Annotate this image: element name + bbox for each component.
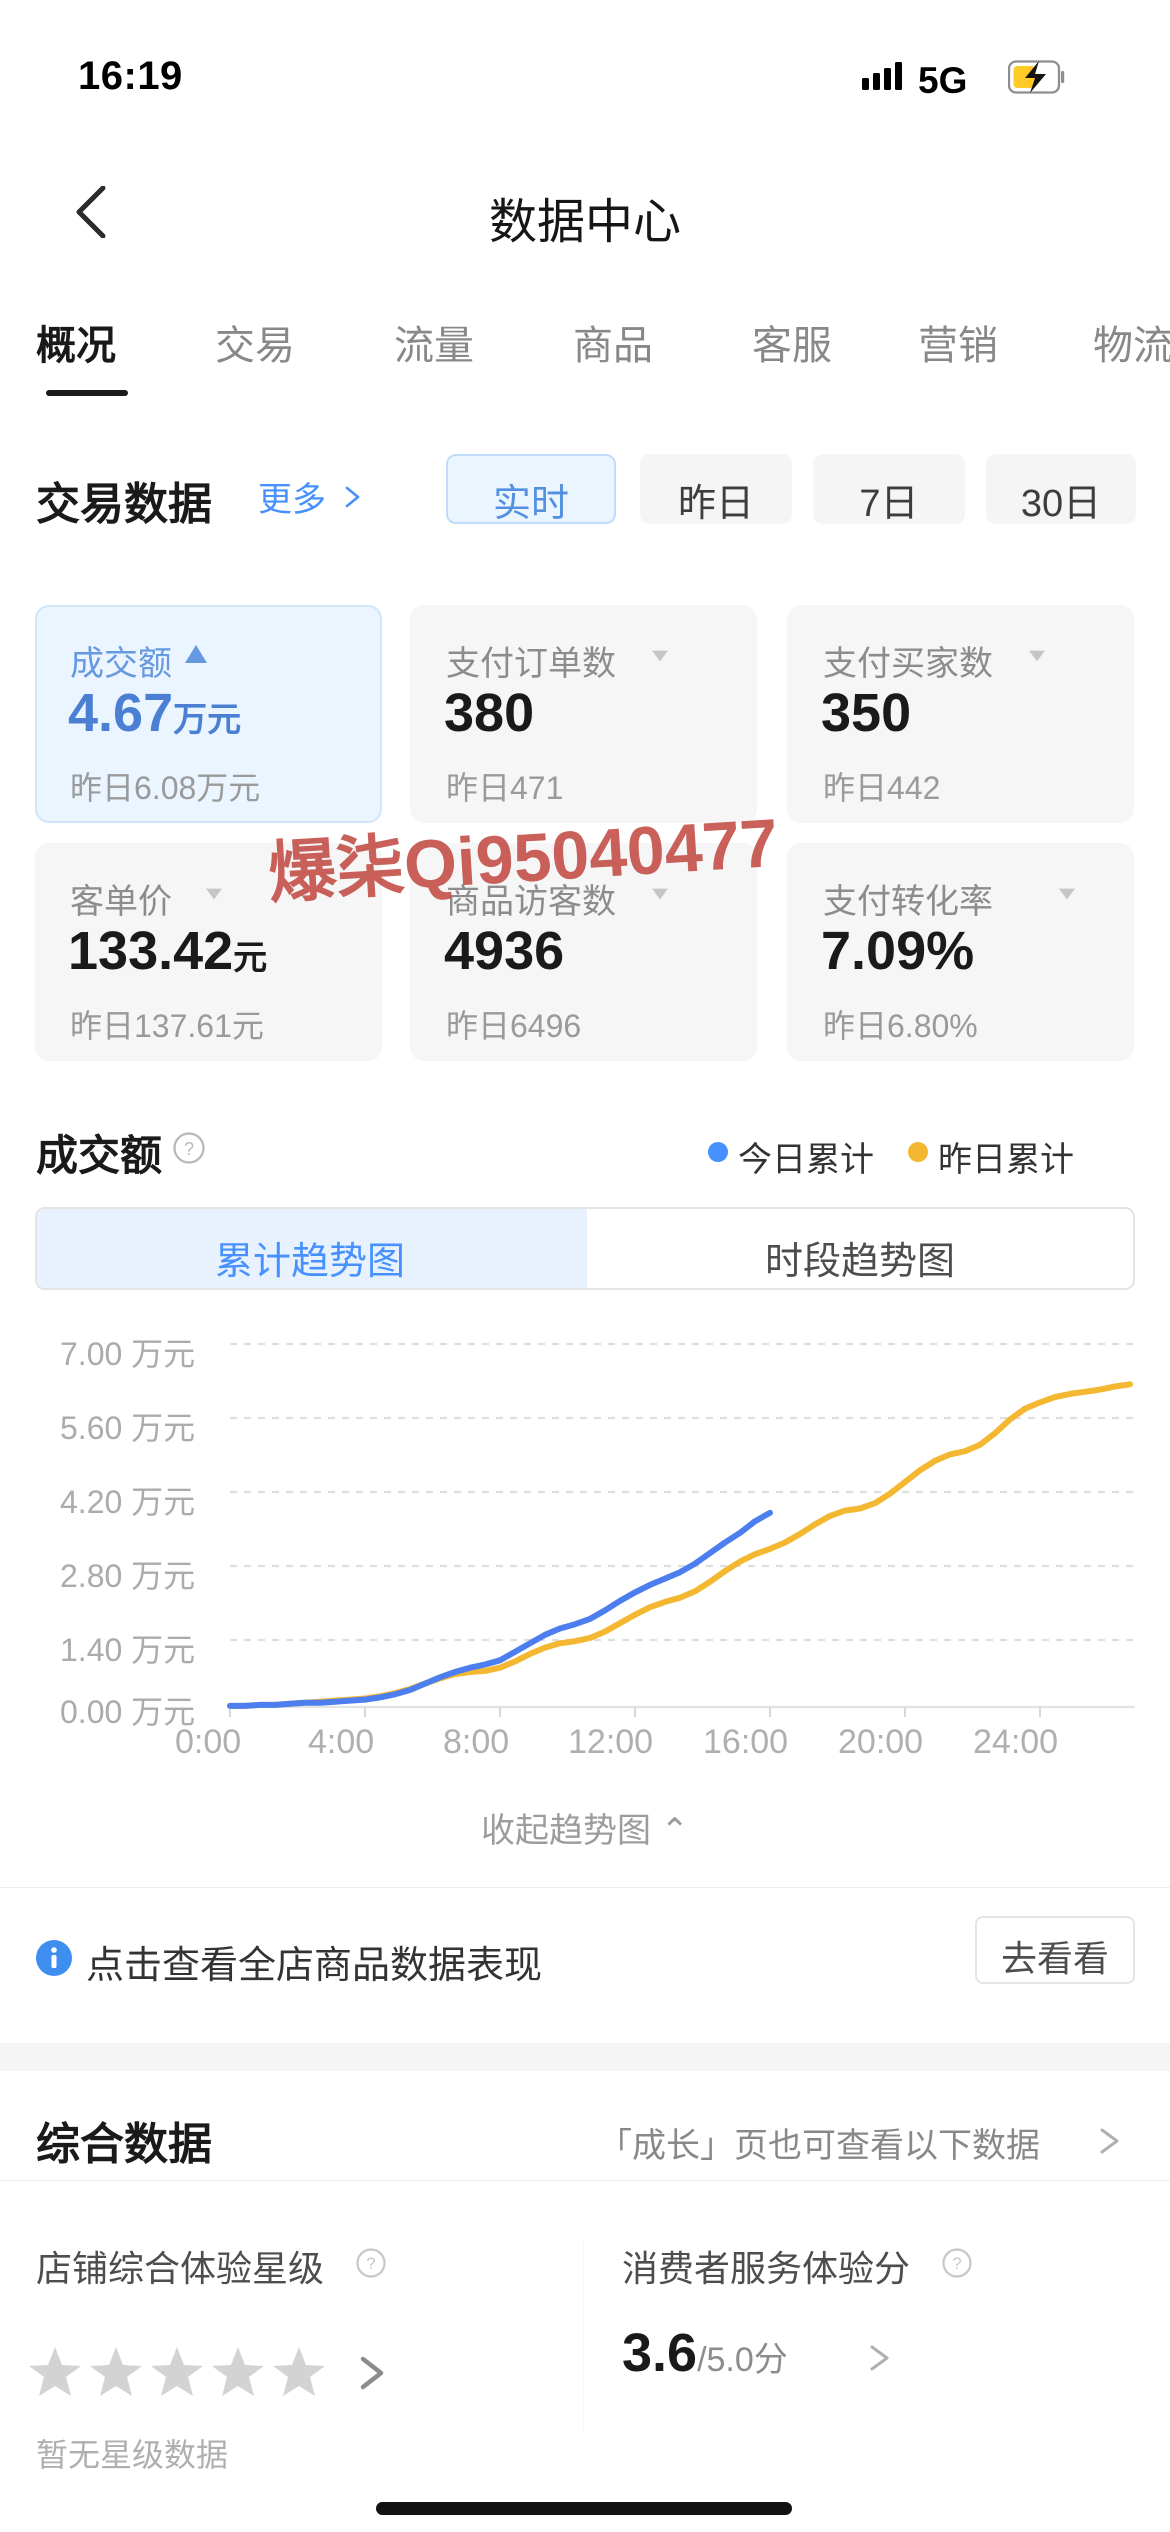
svg-text:?: ? (366, 2254, 375, 2273)
svg-text:?: ? (952, 2254, 961, 2273)
svg-text:?: ? (184, 1139, 194, 1159)
